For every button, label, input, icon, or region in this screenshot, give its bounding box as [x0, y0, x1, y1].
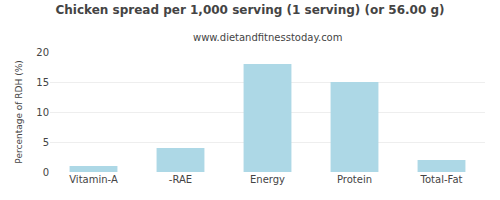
- svg-text:Vitamin-A: Vitamin-A: [69, 174, 118, 185]
- svg-text:Protein: Protein: [337, 174, 372, 185]
- svg-text:www.dietandfitnesstoday.com: www.dietandfitnesstoday.com: [193, 32, 342, 43]
- svg-text:-RAE: -RAE: [169, 174, 192, 185]
- svg-text:Percentage of RDH (%): Percentage of RDH (%): [14, 60, 24, 163]
- svg-text:10: 10: [36, 107, 49, 118]
- svg-text:Energy: Energy: [250, 174, 285, 185]
- svg-text:5: 5: [43, 137, 49, 148]
- svg-text:Total-Fat: Total-Fat: [420, 174, 463, 185]
- svg-text:0: 0: [43, 167, 49, 178]
- svg-text:15: 15: [36, 77, 49, 88]
- svg-text:Chicken spread per 1,000 servi: Chicken spread per 1,000 serving (1 serv…: [55, 3, 444, 17]
- svg-text:20: 20: [36, 47, 49, 58]
